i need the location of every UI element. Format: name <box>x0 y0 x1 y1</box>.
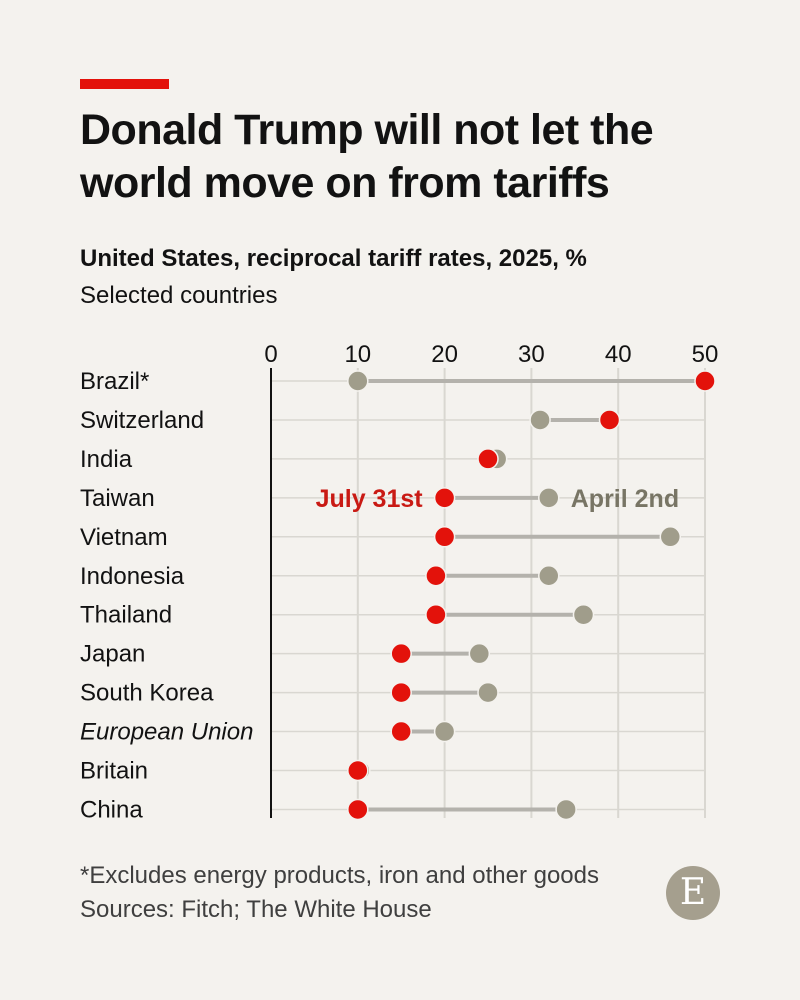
x-tick-label-10: 10 <box>344 341 371 368</box>
point-april-switzerland <box>529 409 551 431</box>
category-label-brazil: Brazil* <box>80 368 149 395</box>
point-july-brazil <box>694 370 716 392</box>
x-tick-label-50: 50 <box>692 341 719 368</box>
point-july-britain <box>347 759 369 782</box>
point-july-vietnam <box>433 526 456 548</box>
economist-logo: E <box>666 866 720 920</box>
point-april-taiwan <box>538 487 560 509</box>
point-april-european-union <box>433 720 456 743</box>
x-tick-label-20: 20 <box>431 341 458 368</box>
point-july-india <box>477 448 499 470</box>
point-april-japan <box>468 642 491 665</box>
chart-subsubtitle: Selected countries <box>80 282 278 309</box>
point-april-china <box>555 798 577 821</box>
category-label-britain: Britain <box>80 758 148 785</box>
point-july-taiwan <box>433 487 456 509</box>
annotation-april: April 2nd <box>571 485 679 513</box>
accent-bar <box>80 79 169 89</box>
chart-subtitle: United States, reciprocal tariff rates, … <box>80 245 587 272</box>
footnote-note: *Excludes energy products, iron and othe… <box>80 862 599 889</box>
point-july-japan <box>390 642 412 665</box>
point-july-switzerland <box>598 409 621 431</box>
point-july-european-union <box>390 720 412 743</box>
point-april-indonesia <box>538 565 560 587</box>
point-july-china <box>347 798 369 821</box>
category-label-taiwan: Taiwan <box>80 485 155 512</box>
category-label-vietnam: Vietnam <box>80 524 168 551</box>
point-april-brazil <box>347 370 369 392</box>
category-label-japan: Japan <box>80 641 145 668</box>
point-july-thailand <box>425 603 447 626</box>
logo-letter: E <box>679 872 707 913</box>
category-label-china: China <box>80 796 143 823</box>
category-label-thailand: Thailand <box>80 602 172 629</box>
category-label-indonesia: Indonesia <box>80 563 185 590</box>
category-label-india: India <box>80 446 133 473</box>
x-tick-label-40: 40 <box>605 341 632 368</box>
annotation-july: July 31st <box>316 485 424 513</box>
point-april-vietnam <box>659 526 682 548</box>
category-label-european-union: European Union <box>80 719 253 746</box>
footnote: *Excludes energy products, iron and othe… <box>80 859 599 927</box>
point-july-indonesia <box>425 565 447 587</box>
point-july-south-korea <box>390 681 412 704</box>
x-tick-label-30: 30 <box>518 341 545 368</box>
category-label-switzerland: Switzerland <box>80 407 204 434</box>
category-label-south-korea: South Korea <box>80 680 214 707</box>
point-april-south-korea <box>477 681 499 704</box>
footnote-sources: Sources: Fitch; The White House <box>80 896 432 923</box>
dumbbell-chart: 0 10 20 30 40 50 Brazil* Switzerland India Taiwan… <box>80 341 719 823</box>
point-april-thailand <box>572 603 595 626</box>
x-tick-label-0: 0 <box>264 341 277 368</box>
chart-title: Donald Trump will not let the world move… <box>80 106 654 207</box>
